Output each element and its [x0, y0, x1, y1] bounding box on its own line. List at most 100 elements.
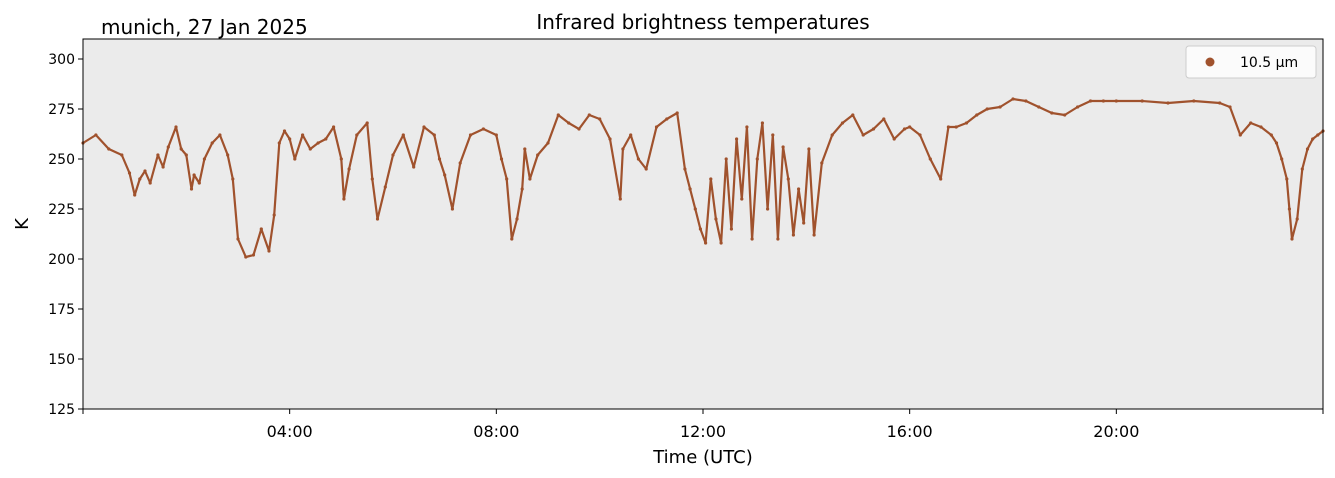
data-point	[698, 227, 703, 231]
data-point	[781, 145, 785, 149]
data-point	[598, 117, 602, 121]
data-point	[1114, 99, 1118, 103]
data-point	[179, 147, 183, 151]
chart-title: Infrared brightness temperatures	[536, 10, 869, 34]
data-point	[665, 117, 669, 121]
data-point	[750, 237, 754, 241]
data-point	[443, 173, 447, 177]
data-point	[120, 153, 124, 157]
x-tick-label: 04:00	[267, 422, 313, 441]
data-point	[370, 177, 374, 181]
data-point	[861, 133, 865, 137]
data-point	[138, 177, 142, 181]
data-point	[1300, 167, 1304, 171]
data-point	[985, 107, 989, 111]
data-point	[536, 153, 540, 157]
data-point	[714, 217, 718, 221]
chart-subtitle: munich, 27 Jan 2025	[101, 15, 308, 39]
data-point	[251, 253, 256, 257]
data-point	[161, 165, 165, 169]
data-point	[391, 153, 395, 157]
data-point	[771, 133, 775, 137]
data-point	[797, 187, 801, 191]
data-point	[499, 157, 504, 161]
data-point	[1290, 237, 1294, 241]
data-point	[892, 137, 896, 141]
data-point	[510, 237, 514, 241]
data-point	[450, 207, 454, 211]
data-point	[791, 233, 796, 237]
data-point	[812, 233, 816, 237]
data-point	[481, 127, 485, 131]
y-tick-label: 275	[48, 102, 75, 118]
data-point	[704, 241, 708, 245]
data-point	[1274, 141, 1279, 145]
data-point	[383, 185, 387, 189]
data-point	[567, 121, 571, 125]
data-point	[277, 141, 281, 145]
x-tick-label: 08:00	[473, 422, 519, 441]
data-point	[1037, 105, 1041, 109]
data-point	[412, 165, 416, 169]
data-point	[293, 157, 297, 161]
data-point	[587, 113, 591, 117]
data-point	[422, 125, 426, 129]
data-point	[189, 187, 194, 191]
data-point	[365, 121, 369, 125]
data-point	[494, 133, 498, 137]
data-point	[272, 213, 276, 217]
data-point	[468, 133, 473, 137]
data-point	[786, 177, 790, 181]
data-point	[745, 125, 749, 129]
data-point	[729, 227, 734, 231]
data-point	[244, 255, 248, 259]
data-point	[629, 133, 633, 137]
data-point	[802, 221, 806, 225]
data-point	[964, 121, 969, 125]
data-point	[401, 133, 405, 137]
data-point	[724, 157, 728, 161]
data-point	[851, 113, 855, 117]
plot-frame	[82, 38, 1324, 410]
data-point	[308, 147, 312, 151]
data-point	[556, 113, 560, 117]
data-point	[902, 127, 907, 131]
data-point	[840, 121, 845, 125]
data-point	[324, 137, 328, 141]
data-point	[1088, 99, 1093, 103]
data-point	[520, 187, 524, 191]
data-point	[675, 111, 679, 115]
data-point	[282, 129, 287, 133]
x-axis-ticks: 04:00 08:00 12:00 16:00 20:00	[82, 409, 1324, 441]
data-point	[693, 207, 697, 211]
data-point	[1063, 113, 1067, 117]
data-point	[1269, 133, 1273, 137]
data-point	[636, 157, 641, 161]
y-tick-label: 175	[48, 302, 75, 318]
data-point	[174, 125, 178, 129]
data-point	[267, 249, 271, 253]
data-point	[618, 197, 622, 201]
data-point	[437, 157, 442, 161]
data-point	[342, 197, 346, 201]
x-tick-label: 16:00	[887, 422, 933, 441]
data-point	[184, 153, 188, 157]
data-point	[355, 133, 359, 137]
data-point	[654, 125, 659, 129]
data-point	[505, 177, 509, 181]
data-point	[316, 141, 320, 145]
data-point	[192, 173, 196, 177]
y-axis-ticks: 125 150 175 200 225 250 275 300	[48, 52, 83, 418]
data-point	[166, 145, 170, 149]
data-point	[1218, 101, 1222, 105]
data-point	[760, 121, 765, 125]
data-point	[1249, 121, 1253, 125]
data-point	[259, 227, 263, 231]
data-point	[210, 141, 214, 145]
data-point	[301, 133, 305, 137]
data-point	[918, 133, 922, 137]
data-point	[94, 133, 98, 137]
y-tick-label: 300	[48, 52, 75, 68]
data-point	[882, 117, 886, 121]
